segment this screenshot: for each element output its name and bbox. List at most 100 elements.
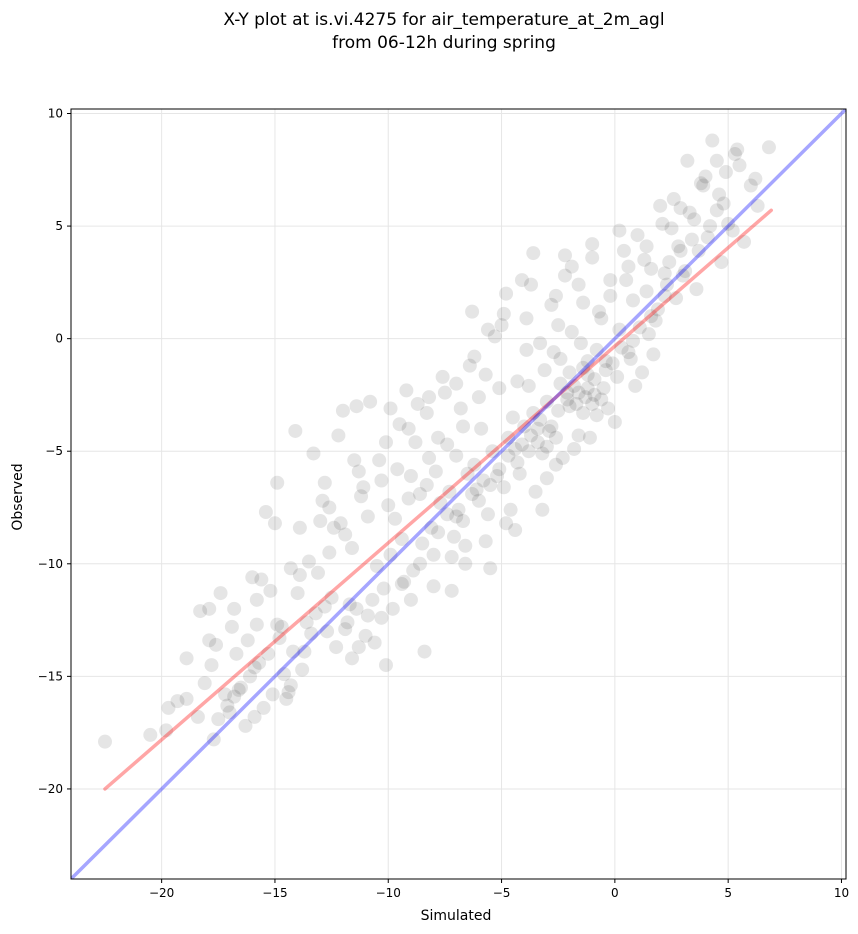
scatter-point [637,252,652,267]
scatter-point [505,410,520,425]
scatter-point [659,277,674,292]
scatter-point [671,239,686,254]
scatter-point [673,201,688,216]
scatter-point [261,646,276,661]
chart-title-line-2: from 06-12h during spring [332,33,556,53]
scatter-point [591,304,606,319]
x-axis-ticks: −20 −15 −10 −5 0 5 10 [149,879,849,900]
scatter-point [689,282,704,297]
scatter-point [603,273,618,288]
scatter-point [397,574,412,589]
scatter-point [703,219,718,234]
scatter-point [227,689,242,704]
scatter-point [526,246,541,261]
scatter-point [514,437,529,452]
scatter-point [585,250,600,265]
scatter-point [492,381,507,396]
scatter-point [530,435,545,450]
scatter-point [360,608,375,623]
scatter-point [347,453,362,468]
scatter-point [528,484,543,499]
scatter-point [655,216,670,231]
scatter-point [548,457,563,472]
scatter-point [503,502,518,517]
scatter-point [329,640,344,655]
scatter-point [478,534,493,549]
scatter-point [243,669,258,684]
scatter-point [514,273,529,288]
scatter-point [288,423,303,438]
scatter-point [311,565,326,580]
x-axis-label: Simulated [421,908,492,924]
scatter-point [612,223,627,238]
scatter-point [539,394,554,409]
scatter-point [349,399,364,414]
scatter-point [392,417,407,432]
scatter-point [519,311,534,326]
scatter-point [737,234,752,249]
scatter-point [664,221,679,236]
plot-area [70,108,847,880]
scatter-point [304,626,319,641]
x-tick-label: 10 [834,886,849,900]
scatter-point [558,268,573,283]
scatter-point [206,732,221,747]
scatter-point [721,216,736,231]
scatter-point [610,369,625,384]
scatter-point [324,590,339,605]
x-tick-label: 5 [724,886,732,900]
scatter-point [426,579,441,594]
scatter-point [326,520,341,535]
scatter-point [428,464,443,479]
scatter-point [458,538,473,553]
x-tick-label: −20 [149,886,174,900]
scatter-point [322,545,337,560]
scatter-point [607,414,622,429]
scatter-point [476,473,491,488]
scatter-point [365,592,380,607]
scatter-point [487,329,502,344]
scatter-point [403,468,418,483]
scatter-point [512,466,527,481]
scatter-point [548,430,563,445]
scatter-point [374,610,389,625]
scatter-point [272,631,287,646]
scatter-point [254,572,269,587]
scatter-point [161,700,176,715]
scatter-point [197,676,212,691]
scatter-point [179,651,194,666]
scatter-point [657,288,672,303]
scatter-point [580,354,595,369]
scatter-point [732,158,747,173]
scatter-point [417,644,432,659]
scatter-point [544,297,559,312]
scatter-point [569,396,584,411]
scatter-point [490,468,505,483]
scatter-point [97,734,112,749]
y-tick-label: 10 [48,107,63,121]
scatter-point [496,480,511,495]
scatter-point [548,288,563,303]
scatter-point [533,412,548,427]
scatter-point [580,381,595,396]
scatter-point [478,367,493,382]
scatter-point [369,559,384,574]
scatter-point [496,306,511,321]
y-tick-label: 0 [55,332,63,346]
scatter-point [594,392,609,407]
scatter-point [573,336,588,351]
scatter-point [650,302,665,317]
scatter-point [646,347,661,362]
scatter-point [308,606,323,621]
scatter-point [571,277,586,292]
scatter-point [524,428,539,443]
scatter-point [265,687,280,702]
scatter-point [567,378,582,393]
chart-title-line-1: X-Y plot at is.vi.4275 for air_temperatu… [223,10,664,30]
scatter-point [743,178,758,193]
scatter-point [424,520,439,535]
scatter-point [635,365,650,380]
scatter-point [673,243,688,258]
scatter-point [451,502,466,517]
